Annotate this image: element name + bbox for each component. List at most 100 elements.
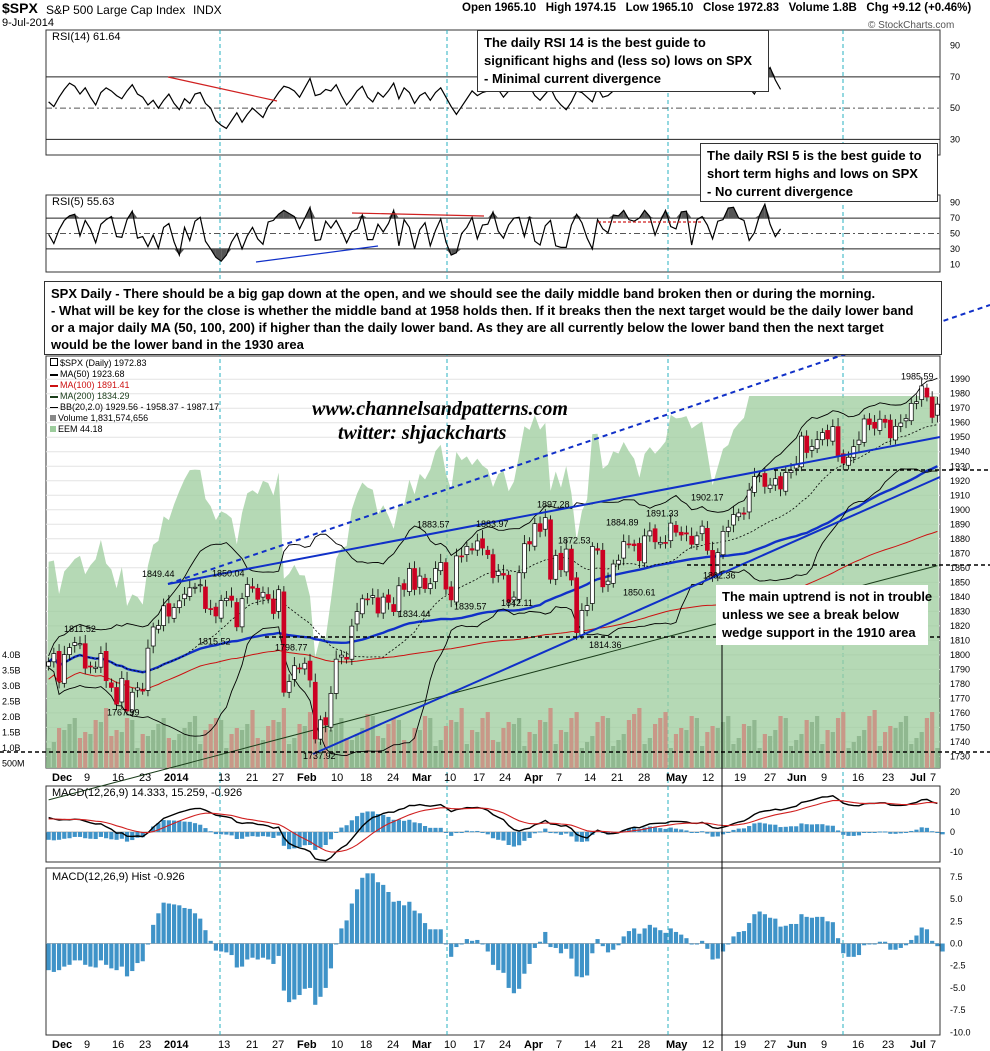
- candle-body: [124, 680, 130, 712]
- hist-bar: [213, 943, 219, 951]
- hist-bar: [203, 930, 208, 944]
- x-axis-tick: 7: [930, 772, 936, 784]
- candle-body: [725, 526, 731, 532]
- volume-bar: [611, 746, 616, 768]
- rsi5-overbought-fill: [728, 207, 734, 219]
- candle-body: [506, 574, 512, 603]
- candle-body: [386, 594, 391, 603]
- candle-body: [161, 605, 166, 626]
- x-axis-tick: 12: [702, 772, 714, 784]
- volume-bar: [255, 738, 260, 768]
- hist-bar: [438, 929, 443, 944]
- macd-panel-hist-bar: [72, 832, 77, 837]
- macd-panel-hist-bar: [809, 824, 815, 832]
- price-axis-tick: 1960: [950, 418, 970, 428]
- macd-panel-hist-bar: [898, 832, 903, 834]
- hist-bar: [537, 941, 543, 944]
- x-axis-tick: 28: [638, 772, 650, 784]
- candle-body: [595, 548, 600, 551]
- main-analysis-note: SPX Daily - There should be a big gap do…: [44, 281, 942, 355]
- hist-bar: [705, 943, 710, 949]
- hist-bar: [883, 941, 888, 944]
- candle-body: [140, 689, 146, 692]
- panel-frame-macd: [45, 785, 941, 863]
- volume-bar: [558, 730, 564, 768]
- volume-bar: [266, 726, 271, 768]
- volume-axis-tick: 2.5B: [2, 697, 21, 707]
- volume-bar: [109, 736, 114, 768]
- hist-bar: [600, 943, 605, 947]
- x-axis-tick: 17: [473, 772, 485, 784]
- hist-bar: [250, 943, 255, 958]
- macd-panel-hist-bar: [877, 831, 882, 833]
- volume-bar: [898, 722, 903, 768]
- hist-bar: [354, 889, 360, 944]
- candle-body: [46, 661, 51, 667]
- volume-bar: [532, 734, 537, 768]
- candle-body: [720, 531, 726, 556]
- candle-body: [197, 584, 203, 587]
- candle-body: [814, 439, 820, 450]
- x-axis-tick: Apr: [524, 772, 544, 784]
- volume-bar: [888, 726, 893, 768]
- candle-body: [459, 555, 464, 558]
- hist-bar: [888, 943, 893, 950]
- x-axis-tick: Dec: [52, 772, 72, 784]
- volume-bar: [877, 746, 882, 768]
- macd-panel-hist-bar: [632, 827, 637, 832]
- hist-bar: [924, 929, 930, 944]
- x-axis-tick-bottom: 13: [218, 1039, 230, 1051]
- macd-panel-hist-bar: [710, 832, 715, 837]
- legend-bb: BB(20,2.0) 1929.56 - 1958.37 - 1987.17: [50, 402, 219, 413]
- hist-bar: [292, 943, 297, 1000]
- macd-panel-hist-bar: [323, 832, 328, 845]
- line-icon: [50, 384, 58, 387]
- candle-body: [239, 598, 245, 628]
- hist-axis-tick: 7.5: [950, 872, 963, 882]
- hist-bar: [375, 882, 381, 944]
- macd-panel-hist-bar: [104, 832, 109, 839]
- macd-panel-hist-bar: [250, 832, 255, 837]
- candle-body: [642, 535, 647, 564]
- candle-body: [830, 426, 836, 442]
- x-axis-tick-bottom: 16: [852, 1039, 864, 1051]
- candle-body: [114, 687, 119, 705]
- macd-panel-hist-bar: [417, 823, 422, 832]
- hist-bar: [522, 943, 527, 974]
- macd-panel-hist-bar: [114, 832, 119, 840]
- candle-body: [307, 660, 313, 681]
- price-label: 1902.17: [691, 493, 724, 503]
- x-axis-tick-bottom: 27: [272, 1039, 284, 1051]
- candle-body: [359, 598, 365, 615]
- hist-bar: [605, 943, 611, 953]
- volume-bar: [83, 732, 88, 768]
- candle-body: [187, 587, 193, 597]
- x-axis-tick: 24: [387, 772, 399, 784]
- hist-bar: [156, 913, 161, 944]
- macd-panel-hist-bar: [475, 830, 480, 832]
- x-axis-tick-bottom: Apr: [524, 1039, 544, 1051]
- hist-bar: [161, 902, 166, 944]
- volume-bar: [88, 734, 93, 768]
- macd-panel-hist-bar: [731, 829, 736, 832]
- candle-body: [286, 681, 292, 693]
- hist-bar: [553, 943, 558, 948]
- price-label: 1884.89: [606, 518, 639, 528]
- macd-panel-hist-bar: [229, 832, 234, 836]
- volume-bar: [171, 740, 177, 768]
- hist-bar: [668, 928, 673, 944]
- volume-bar: [344, 738, 349, 768]
- macd-panel-hist-bar: [752, 823, 757, 832]
- candle-body: [589, 546, 595, 604]
- rsi5-oversold-fill: [451, 248, 457, 256]
- candle-body: [825, 430, 830, 440]
- hist-bar: [412, 910, 417, 944]
- volume-bar: [809, 722, 815, 768]
- hist-bar: [506, 943, 511, 988]
- x-axis-tick: 10: [331, 772, 343, 784]
- price-label: 1811.52: [64, 624, 96, 634]
- price-axis-tick: 1840: [950, 592, 970, 602]
- price-axis-tick: 1850: [950, 577, 970, 587]
- candle-body: [887, 419, 893, 439]
- price-label: 1767.99: [107, 707, 140, 717]
